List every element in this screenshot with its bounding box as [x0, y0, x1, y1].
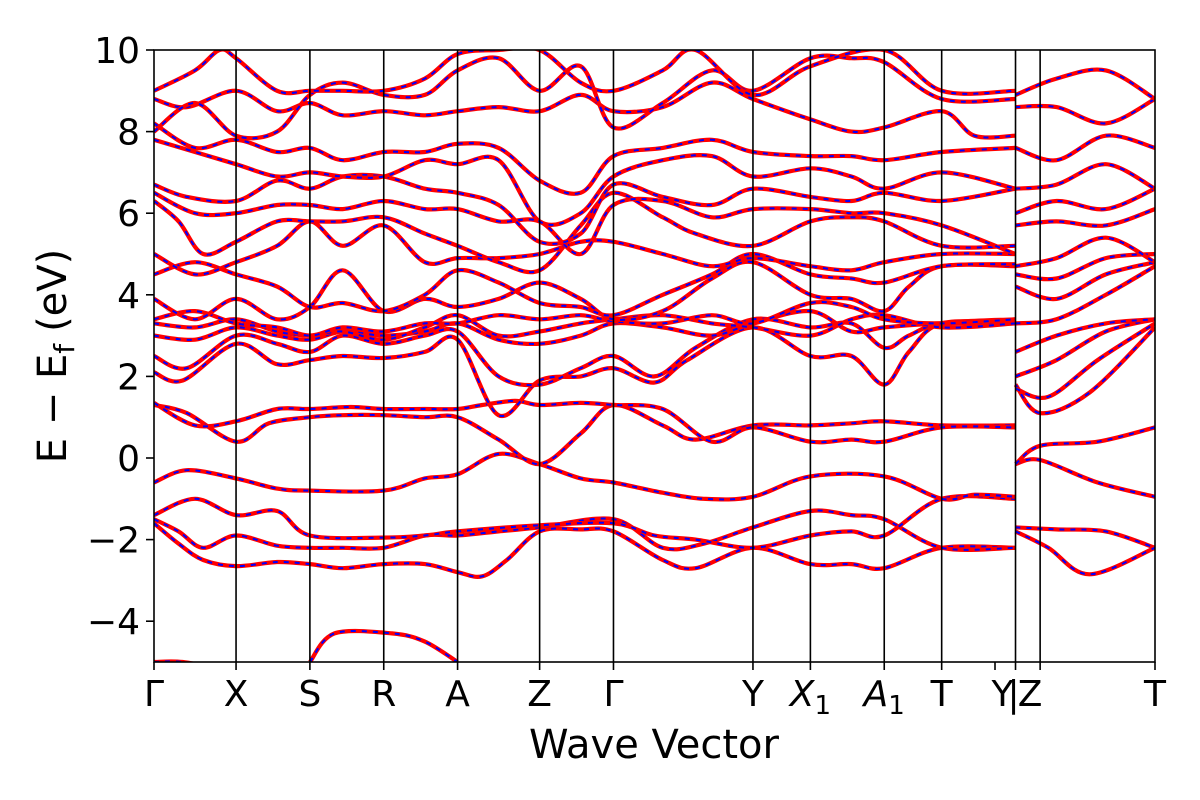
band-13-dashed	[154, 260, 1016, 321]
x-tick-label-9: A1	[862, 674, 905, 721]
x-tick-label-8: X1	[788, 674, 831, 721]
plot-frame	[153, 49, 1156, 663]
band-33-dashed	[1015, 261, 1155, 301]
y-tick-label-7: 10	[94, 31, 140, 72]
band-22-solid	[154, 53, 1016, 141]
y-tick-label-1: −2	[87, 521, 140, 562]
band-25-solid	[1015, 525, 1155, 550]
y-tick-label-5: 6	[117, 194, 140, 235]
y-axis-title-sub: f	[48, 343, 81, 354]
x-tick-label-13: Z	[1018, 674, 1043, 715]
band-8-dashed	[154, 320, 1016, 417]
plot-background	[154, 50, 1155, 662]
band-7-dashed	[154, 399, 1016, 444]
y-tick-label-3: 2	[117, 357, 140, 398]
band-37-dashed	[1015, 187, 1155, 215]
band-28-dashed	[1014, 326, 1155, 415]
x-tick-label-14: T	[1143, 674, 1167, 715]
x-tick-label-8-sub: 1	[814, 691, 831, 721]
y-tick-label-2: 0	[117, 439, 140, 480]
x-tick-label-0: Γ	[144, 674, 164, 715]
band-30-solid	[1014, 317, 1155, 379]
x-tick-label-7: Y	[741, 674, 765, 715]
band-29-dashed	[1015, 322, 1155, 399]
band-1-dashed	[309, 629, 459, 662]
band-9-dashed	[154, 317, 1016, 387]
band-24-solid	[1014, 457, 1155, 499]
band-20-dashed	[154, 122, 1016, 195]
x-tick-label-4: A	[445, 674, 470, 715]
kpoint-lines	[235, 50, 1041, 662]
band-32-dashed	[1015, 265, 1155, 325]
band-39-dashed	[1015, 134, 1155, 162]
band-27-dashed	[1014, 426, 1155, 465]
y-tick-label-6: 8	[117, 113, 140, 154]
x-tick-label-3: R	[371, 674, 396, 715]
x-tick-label-2: S	[298, 674, 321, 715]
band-35-dashed	[1015, 236, 1155, 268]
y-tick-label-0: −4	[87, 602, 140, 643]
x-tick-label-6: Γ	[603, 674, 623, 715]
y-axis-title-unit: (eV)	[30, 249, 76, 332]
x-axis-title: Wave Vector	[529, 722, 780, 768]
band-41-dashed	[1015, 68, 1155, 100]
x-tick-label-1: X	[224, 674, 249, 715]
x-axis: Γ X S R A Z Γ Y X1 A1 T Y|Z T	[144, 662, 1167, 721]
band-12-dashed	[154, 301, 1016, 337]
band-38-dashed	[1015, 163, 1155, 190]
y-axis-title: E − Ef (eV)	[30, 249, 81, 464]
x-tick-label-5: Z	[527, 674, 552, 715]
band-31-dashed	[1015, 318, 1155, 353]
x-tick-label-12: |	[1007, 674, 1019, 715]
band-4-solid	[154, 493, 1016, 550]
band-40-dashed	[1015, 98, 1155, 125]
band-6-dashed	[154, 403, 1016, 466]
band-3-solid	[154, 508, 1016, 552]
x-tick-label-10: T	[930, 674, 954, 715]
band-34-dashed	[1015, 253, 1155, 281]
band-23-solid	[154, 50, 1016, 98]
band-36-solid	[1015, 207, 1155, 228]
x-tick-label-8-main: X	[788, 674, 816, 715]
y-tick-label-4: 4	[117, 276, 140, 317]
y-axis: −4 −2 0 2 4 6 8 10	[87, 31, 154, 643]
band-15-dashed	[154, 220, 1016, 276]
x-tick-label-9-main: A	[862, 674, 889, 715]
x-tick-label-9-sub: 1	[888, 691, 905, 721]
band-26-solid	[1014, 529, 1155, 577]
x-tick-label-11: Y	[990, 674, 1014, 715]
band-2-dashed	[154, 522, 1016, 578]
band-21-dashed	[154, 81, 1016, 139]
band-16-dashed	[154, 191, 1016, 274]
y-axis-title-main: E − E	[30, 354, 76, 464]
band-5-dashed	[154, 452, 1016, 501]
